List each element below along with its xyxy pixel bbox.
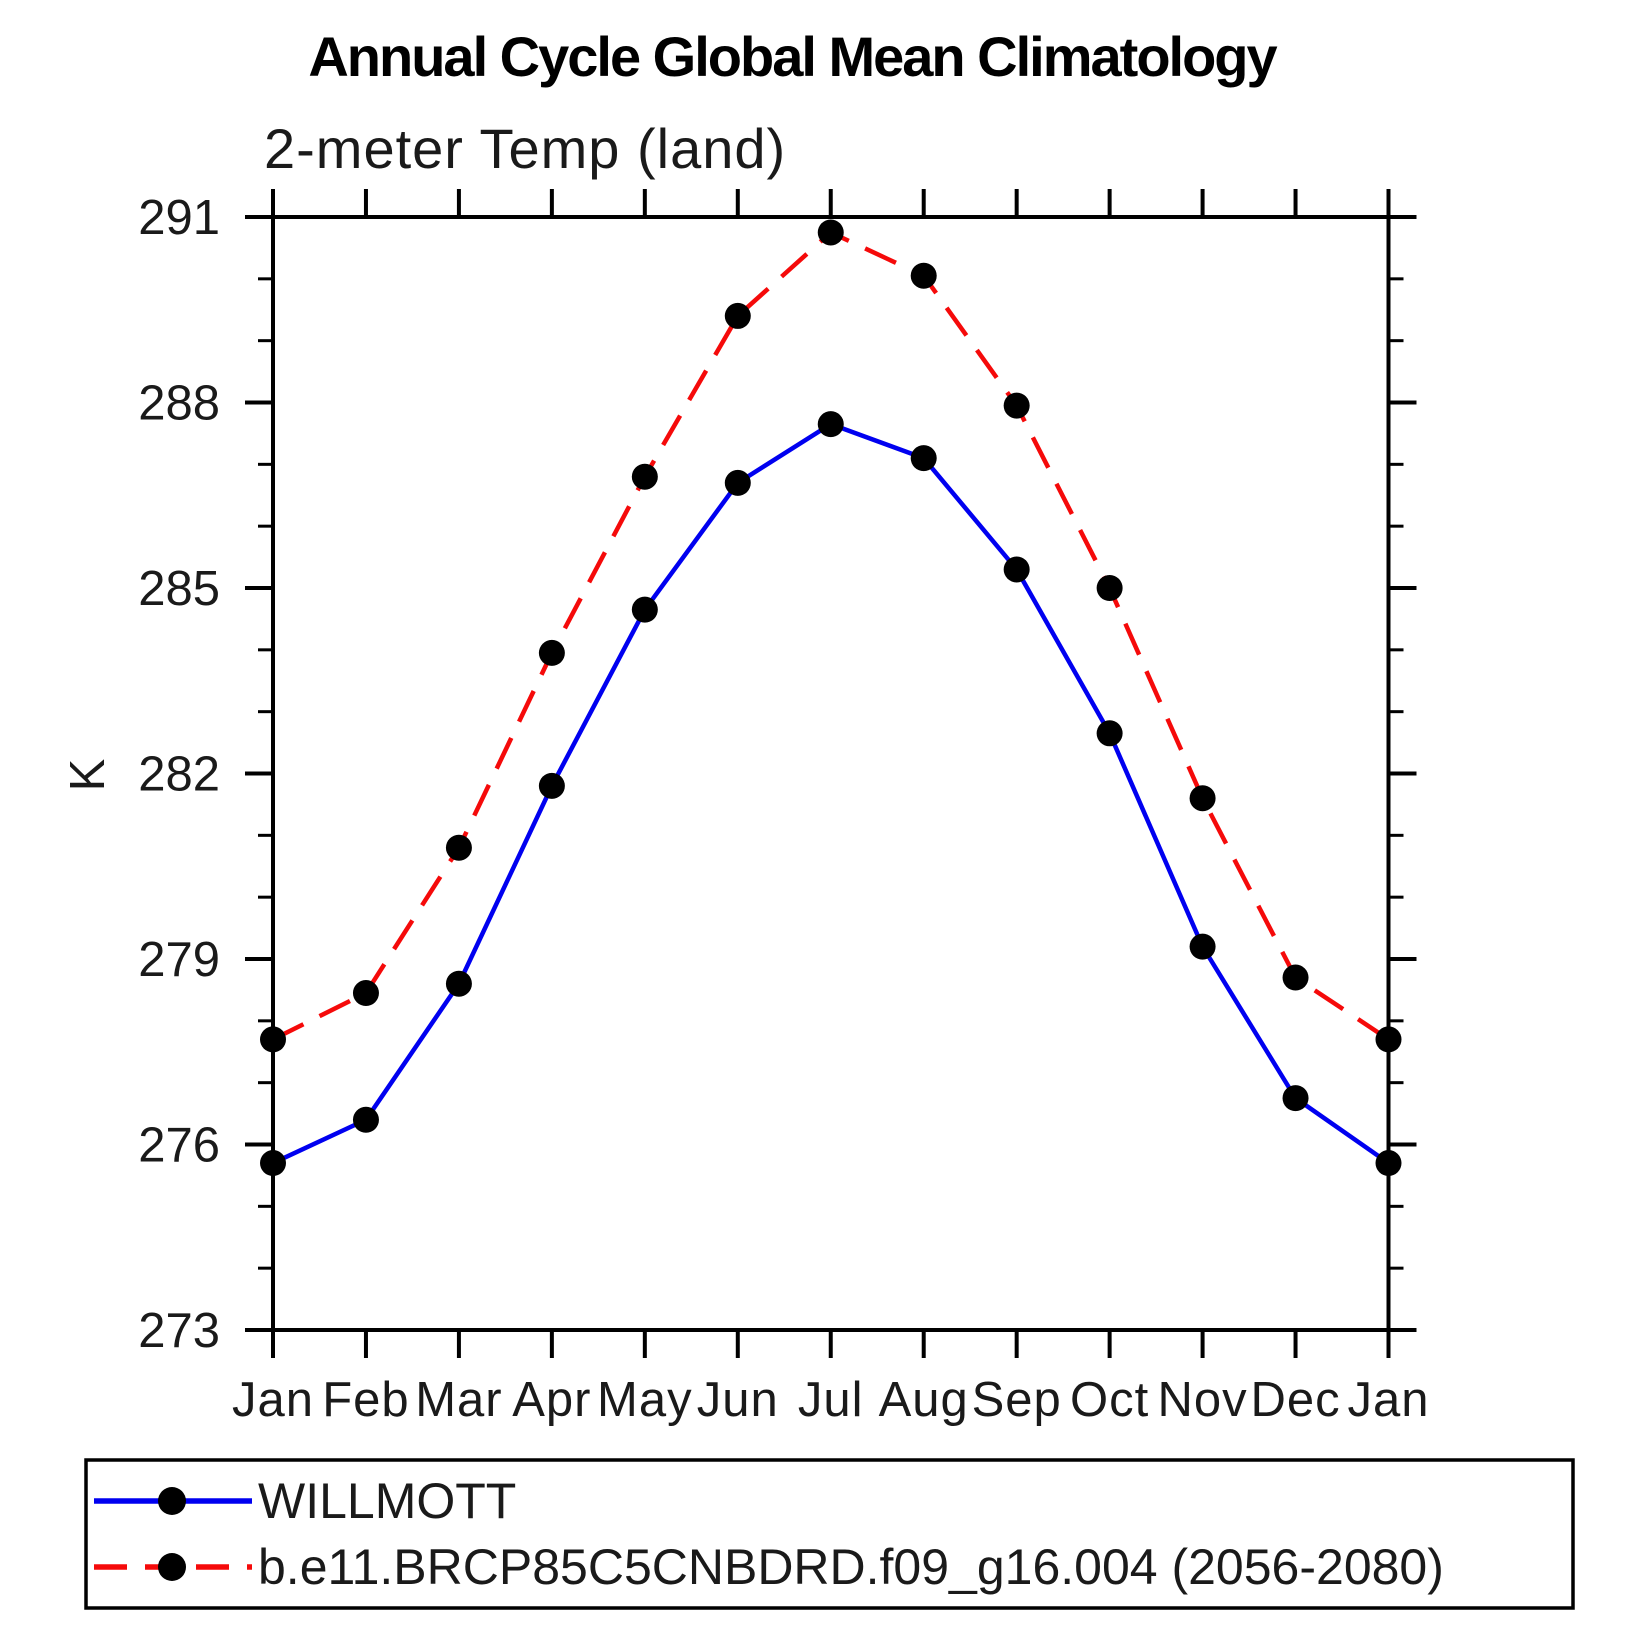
data-point-marker	[817, 411, 844, 438]
x-tick-label: Apr	[512, 1373, 591, 1427]
x-tick-label: Jul	[798, 1373, 864, 1427]
plot-frame	[271, 215, 1391, 1332]
data-point-marker	[260, 1150, 286, 1177]
data-point-marker	[352, 1106, 379, 1133]
x-tick-label: Jun	[697, 1373, 779, 1427]
chart-title: Annual Cycle Global Mean Climatology	[308, 25, 1277, 88]
data-point-marker	[538, 639, 565, 666]
series-line-1	[271, 229, 1390, 1042]
x-tick-label: Jan	[1347, 1373, 1429, 1427]
data-point-marker	[1003, 556, 1030, 583]
data-point-marker	[1003, 392, 1030, 419]
data-point-marker	[910, 445, 937, 472]
data-point-marker	[1282, 964, 1309, 991]
legend-label: WILLMOTT	[258, 1473, 516, 1529]
x-tick-label: May	[597, 1373, 693, 1427]
data-point-marker	[1189, 933, 1216, 960]
x-tick-label: Oct	[1070, 1373, 1149, 1427]
y-tick-label: 276	[138, 1119, 220, 1173]
data-point-marker	[445, 970, 472, 997]
x-tick-label: Jan	[232, 1373, 314, 1427]
data-point-marker	[910, 262, 937, 289]
data-point-marker	[1282, 1085, 1309, 1112]
x-tick-label: Mar	[415, 1373, 502, 1427]
data-point-marker	[260, 1026, 286, 1053]
data-point-marker	[631, 596, 658, 623]
chart-subtitle: 2-meter Temp (land)	[264, 117, 787, 180]
x-tick-label: Aug	[879, 1373, 969, 1427]
x-tick-label: Nov	[1158, 1373, 1248, 1427]
data-point-marker	[631, 463, 658, 490]
data-point-marker	[1189, 785, 1216, 812]
data-point-marker	[445, 834, 472, 861]
legend-box	[84, 1458, 1575, 1610]
data-point-marker	[538, 772, 565, 799]
y-tick-label: 282	[138, 748, 220, 802]
x-tick-label: Dec	[1250, 1373, 1340, 1427]
x-tick-label: Feb	[322, 1373, 409, 1427]
data-point-marker	[724, 469, 751, 496]
y-tick-label: 285	[138, 562, 220, 616]
data-point-marker	[1096, 720, 1123, 747]
y-tick-label: 288	[138, 377, 220, 431]
data-point-marker	[817, 219, 844, 246]
legend-marker	[158, 1553, 186, 1581]
data-point-marker	[724, 302, 751, 329]
data-point-marker	[352, 980, 379, 1007]
y-tick-label: 273	[138, 1304, 220, 1358]
data-point-marker	[1375, 1150, 1402, 1177]
data-point-marker	[1375, 1026, 1402, 1053]
legend-marker	[158, 1487, 186, 1515]
y-tick-label: 291	[138, 191, 220, 245]
x-tick-label: Sep	[972, 1373, 1062, 1427]
y-tick-label: 279	[138, 933, 220, 987]
data-point-marker	[1096, 575, 1123, 601]
series-line-0	[272, 421, 1390, 1166]
legend-label: b.e11.BRCP85C5CNBDRD.f09_g16.004 (2056-2…	[258, 1539, 1444, 1595]
